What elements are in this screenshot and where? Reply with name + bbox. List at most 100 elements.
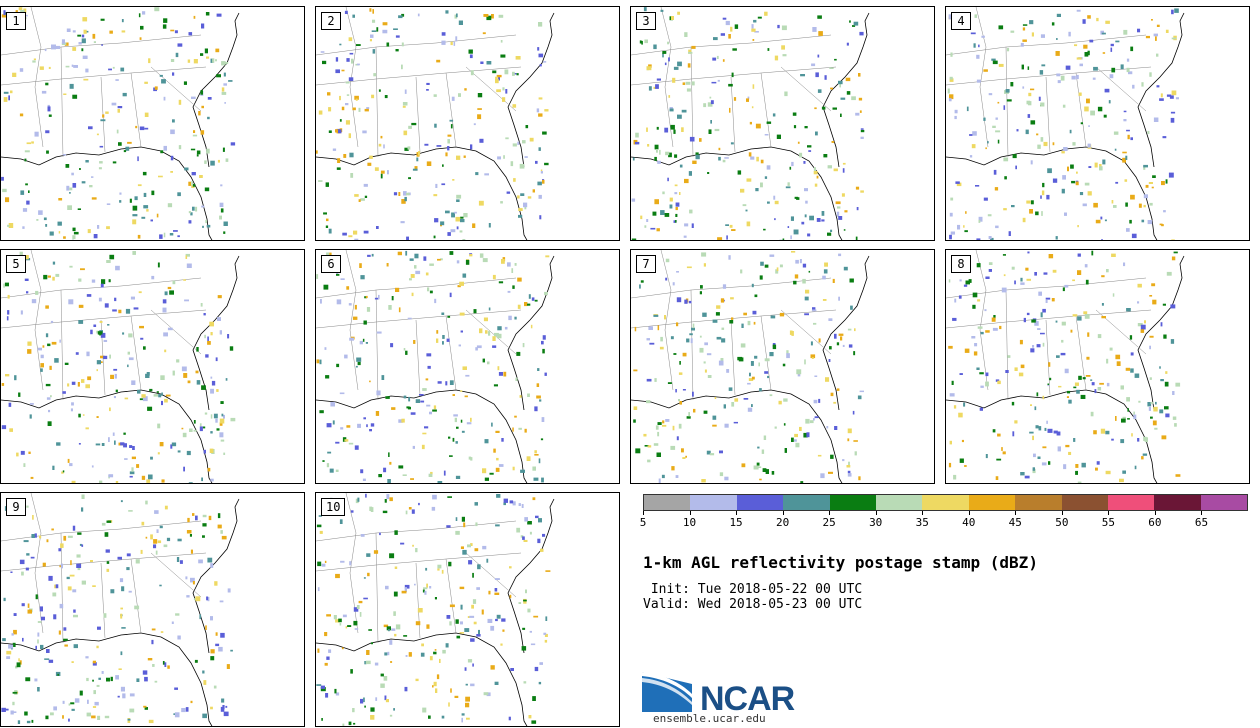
reflectivity-cell xyxy=(674,154,678,158)
reflectivity-cell xyxy=(662,51,667,54)
reflectivity-cell xyxy=(201,105,204,109)
reflectivity-cell xyxy=(492,336,496,341)
reflectivity-cell xyxy=(469,615,475,618)
reflectivity-cell xyxy=(1086,356,1090,360)
reflectivity-cell xyxy=(317,587,320,592)
reflectivity-cell xyxy=(1127,408,1129,412)
reflectivity-cell xyxy=(763,228,766,231)
reflectivity-cell xyxy=(756,462,760,466)
reflectivity-cell xyxy=(77,208,81,210)
reflectivity-cell xyxy=(366,307,371,312)
reflectivity-cell xyxy=(18,7,23,11)
reflectivity-cell xyxy=(100,332,106,338)
reflectivity-cell xyxy=(1100,30,1104,35)
reflectivity-cell xyxy=(804,188,808,192)
reflectivity-cell xyxy=(369,429,372,432)
reflectivity-cell xyxy=(360,241,363,242)
reflectivity-cell xyxy=(496,614,501,619)
colorbar-tick-label: 35 xyxy=(915,516,929,529)
reflectivity-cell xyxy=(165,394,171,397)
reflectivity-cell xyxy=(127,364,129,368)
reflectivity-cell xyxy=(34,131,39,137)
reflectivity-cell xyxy=(974,343,978,347)
reflectivity-cell xyxy=(709,453,715,456)
reflectivity-cell xyxy=(326,423,332,428)
reflectivity-cell xyxy=(794,433,798,438)
reflectivity-cell xyxy=(316,359,320,364)
reflectivity-cell xyxy=(963,402,966,407)
reflectivity-cell xyxy=(71,708,75,711)
reflectivity-cell xyxy=(207,596,210,602)
reflectivity-cell xyxy=(442,164,444,167)
reflectivity-cell xyxy=(128,333,133,338)
reflectivity-cell xyxy=(536,395,541,399)
state-border xyxy=(150,552,202,598)
reflectivity-cell xyxy=(451,212,455,218)
reflectivity-cell xyxy=(417,608,423,613)
reflectivity-cell xyxy=(34,533,37,538)
reflectivity-cell xyxy=(10,571,13,573)
reflectivity-cell xyxy=(335,69,340,74)
reflectivity-cell xyxy=(995,379,1000,382)
reflectivity-cell xyxy=(485,330,488,334)
reflectivity-cell xyxy=(1149,202,1153,206)
reflectivity-cell xyxy=(782,238,785,240)
reflectivity-cell xyxy=(817,15,822,19)
reflectivity-cell xyxy=(712,415,717,420)
reflectivity-cell xyxy=(433,405,437,410)
reflectivity-cell xyxy=(691,327,695,331)
reflectivity-cell xyxy=(529,137,534,142)
reflectivity-cell xyxy=(159,525,163,529)
reflectivity-cell xyxy=(103,613,107,618)
reflectivity-cell xyxy=(647,144,650,147)
reflectivity-cell xyxy=(824,262,828,267)
reflectivity-cell xyxy=(495,76,498,80)
state-border xyxy=(375,46,379,158)
reflectivity-cell xyxy=(346,425,351,428)
reflectivity-cell xyxy=(91,279,96,283)
reflectivity-cell xyxy=(674,192,678,195)
reflectivity-cell xyxy=(220,530,223,534)
state-border xyxy=(1,309,207,329)
reflectivity-cell xyxy=(176,557,180,562)
reflectivity-cell xyxy=(445,10,449,14)
reflectivity-cell xyxy=(978,216,983,222)
reflectivity-cell xyxy=(336,167,341,170)
reflectivity-cell xyxy=(27,609,32,614)
reflectivity-cell xyxy=(804,313,809,316)
reflectivity-cell xyxy=(142,171,147,176)
ncar-logo-text: NCAR xyxy=(700,680,795,718)
reflectivity-cell xyxy=(490,625,495,631)
reflectivity-cell xyxy=(31,719,34,723)
reflectivity-cell xyxy=(442,335,445,339)
reflectivity-cell xyxy=(437,564,442,569)
reflectivity-cell xyxy=(64,362,69,365)
reflectivity-cell xyxy=(93,690,96,695)
reflectivity-cell xyxy=(1095,219,1101,224)
reflectivity-cell xyxy=(378,89,381,92)
reflectivity-cell xyxy=(3,283,5,288)
reflectivity-cell xyxy=(430,471,433,475)
reflectivity-cell xyxy=(9,428,13,432)
reflectivity-cell xyxy=(195,206,198,212)
reflectivity-cell xyxy=(204,160,207,164)
reflectivity-cell xyxy=(204,334,206,339)
reflectivity-cell xyxy=(96,645,99,649)
state-border xyxy=(1075,72,1087,148)
reflectivity-cell xyxy=(170,171,173,173)
reflectivity-cell xyxy=(459,230,463,233)
reflectivity-cell xyxy=(517,277,522,282)
reflectivity-cell xyxy=(1162,303,1166,306)
reflectivity-cell xyxy=(426,353,432,357)
colorbar-segment xyxy=(1154,495,1201,510)
reflectivity-cell xyxy=(206,596,209,601)
reflectivity-cell xyxy=(98,297,102,302)
reflectivity-cell xyxy=(188,211,191,214)
reflectivity-cell xyxy=(426,82,430,85)
reflectivity-cell xyxy=(386,494,390,500)
reflectivity-cell xyxy=(456,194,462,199)
reflectivity-cell xyxy=(470,417,472,422)
reflectivity-cell xyxy=(974,14,978,18)
reflectivity-cell xyxy=(504,326,508,330)
reflectivity-cell xyxy=(1108,100,1111,104)
